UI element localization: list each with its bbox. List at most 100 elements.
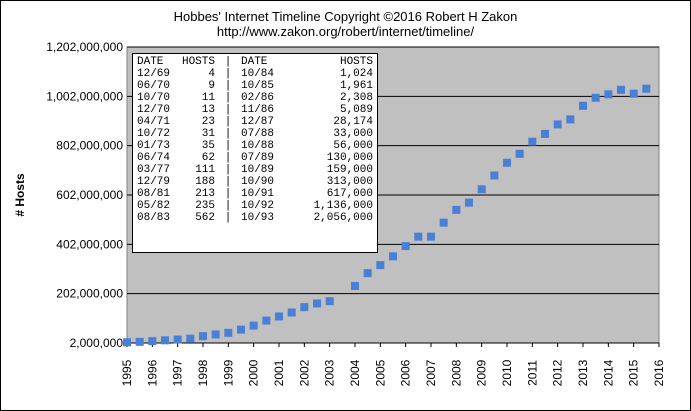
table-cell: 9 [208,80,215,92]
table-cell: 10/88 [241,140,275,152]
table-cell: 10/92 [241,200,275,212]
table-cell: 4 [208,68,215,80]
table-cell: 10/93 [241,212,275,224]
table-header-cell: DATE [241,56,268,68]
table-header-cell: DATE [137,56,164,68]
table-cell: 562 [195,212,215,224]
data-point [173,335,182,344]
data-point [313,299,321,308]
y-tick-label: 802,000,000 [56,139,123,153]
data-point [389,252,397,261]
table-cell: 02/86 [241,92,275,104]
table-cell: | [224,212,232,224]
data-point [300,303,309,312]
table-row: 04/71 23 | 12/87 28,174 [137,116,377,128]
table-cell: 159,000 [326,164,373,176]
table-cell: 35 [201,140,215,152]
y-tick-label: 602,000,000 [56,188,123,202]
data-point [515,149,524,158]
y-axis: 2,000,000 202,000,000 402,000,000 602,000,0… [46,40,123,350]
data-point [262,316,271,325]
x-tick-label: 1997 [171,359,185,386]
table-header-cell: HOSTS [181,56,215,68]
x-tick-label: 2004 [348,359,362,386]
table-cell: 617,000 [326,188,373,200]
y-tick-label: 1,002,000,000 [46,89,123,103]
y-tick-label: 402,000,000 [56,237,123,251]
table-cell: 10/90 [241,176,275,188]
table-cell: 10/89 [241,164,275,176]
data-point [211,330,220,339]
table-cell: | [224,152,232,164]
x-tick-label: 1995 [120,359,134,386]
table-cell: | [224,80,232,92]
data-point [186,334,195,343]
table-cell: 31 [201,128,215,140]
data-point [591,93,600,102]
x-tick-label: 2010 [500,359,514,386]
table-row: 06/74 62 | 07/89 130,000 [137,152,377,164]
table-cell: 2,056,000 [313,212,373,224]
data-point [452,205,461,214]
table-cell: 130,000 [326,152,373,164]
data-point [237,325,245,334]
table-cell: 235 [195,200,215,212]
table-cell: 10/72 [137,128,171,140]
table-cell: 10/84 [241,68,275,80]
table-cell: 1,961 [339,80,373,92]
x-tick-label: 2003 [323,359,337,386]
table-cell: 13 [201,104,215,116]
data-point [465,198,473,207]
x-tick-label: 2006 [399,359,413,386]
x-tick-label: 1996 [145,359,159,386]
table-header-cell: HOSTS [339,56,373,68]
y-axis-label: # Hosts [13,173,27,217]
table-cell: 12/87 [241,116,275,128]
table-cell: 08/83 [137,212,171,224]
table-cell: | [224,92,232,104]
data-point [642,84,651,93]
data-point [148,337,157,346]
data-point [135,337,144,346]
data-point [477,185,486,194]
x-tick-label: 1999 [221,359,235,386]
table-cell: 10/85 [241,80,275,92]
x-tick-label: 2013 [576,359,590,386]
table-cell: 12/69 [137,68,171,80]
table-cell: 10/91 [241,188,275,200]
table-cell: | [224,68,232,80]
data-point [617,85,625,94]
data-point [351,281,359,290]
table-cell: 213 [195,188,215,200]
table-cell: 33,000 [333,128,373,140]
table-cell: 10/70 [137,92,171,104]
data-point [249,321,258,330]
table-row: 12/79 188 | 10/90 313,000 [137,176,377,188]
table-cell: 11/86 [241,104,275,116]
x-tick-label: 2002 [297,359,311,386]
table-cell: 1,136,000 [313,200,373,212]
x-tick-label: 2011 [525,360,539,386]
table-row: 10/70 11 | 02/86 2,308 [137,92,377,104]
data-point [376,261,385,270]
table-cell: 28,174 [333,116,373,128]
table-cell: | [224,116,232,128]
table-row: 08/81 213 | 10/91 617,000 [137,188,377,200]
table-cell: 03/77 [137,164,171,176]
data-point [439,218,448,227]
table-cell: 12/70 [137,104,171,116]
table-cell: 11 [201,92,215,104]
table-cell: | [224,140,232,152]
x-tick-label: 2016 [652,359,666,386]
data-point [123,338,131,347]
x-tick-label: 2007 [424,359,438,386]
table-row: 03/77 111 | 10/89 159,000 [137,164,377,176]
table-cell: | [224,104,232,116]
chart-title: Hobbes' Internet Timeline Copyright ©201… [173,9,518,24]
table-cell: 05/82 [137,200,171,212]
data-point [199,332,207,341]
table-cell: 06/74 [137,152,171,164]
table-cell: | [224,188,232,200]
table-cell: | [224,128,232,140]
table-row: 12/70 13 | 11/86 5,089 [137,104,377,116]
